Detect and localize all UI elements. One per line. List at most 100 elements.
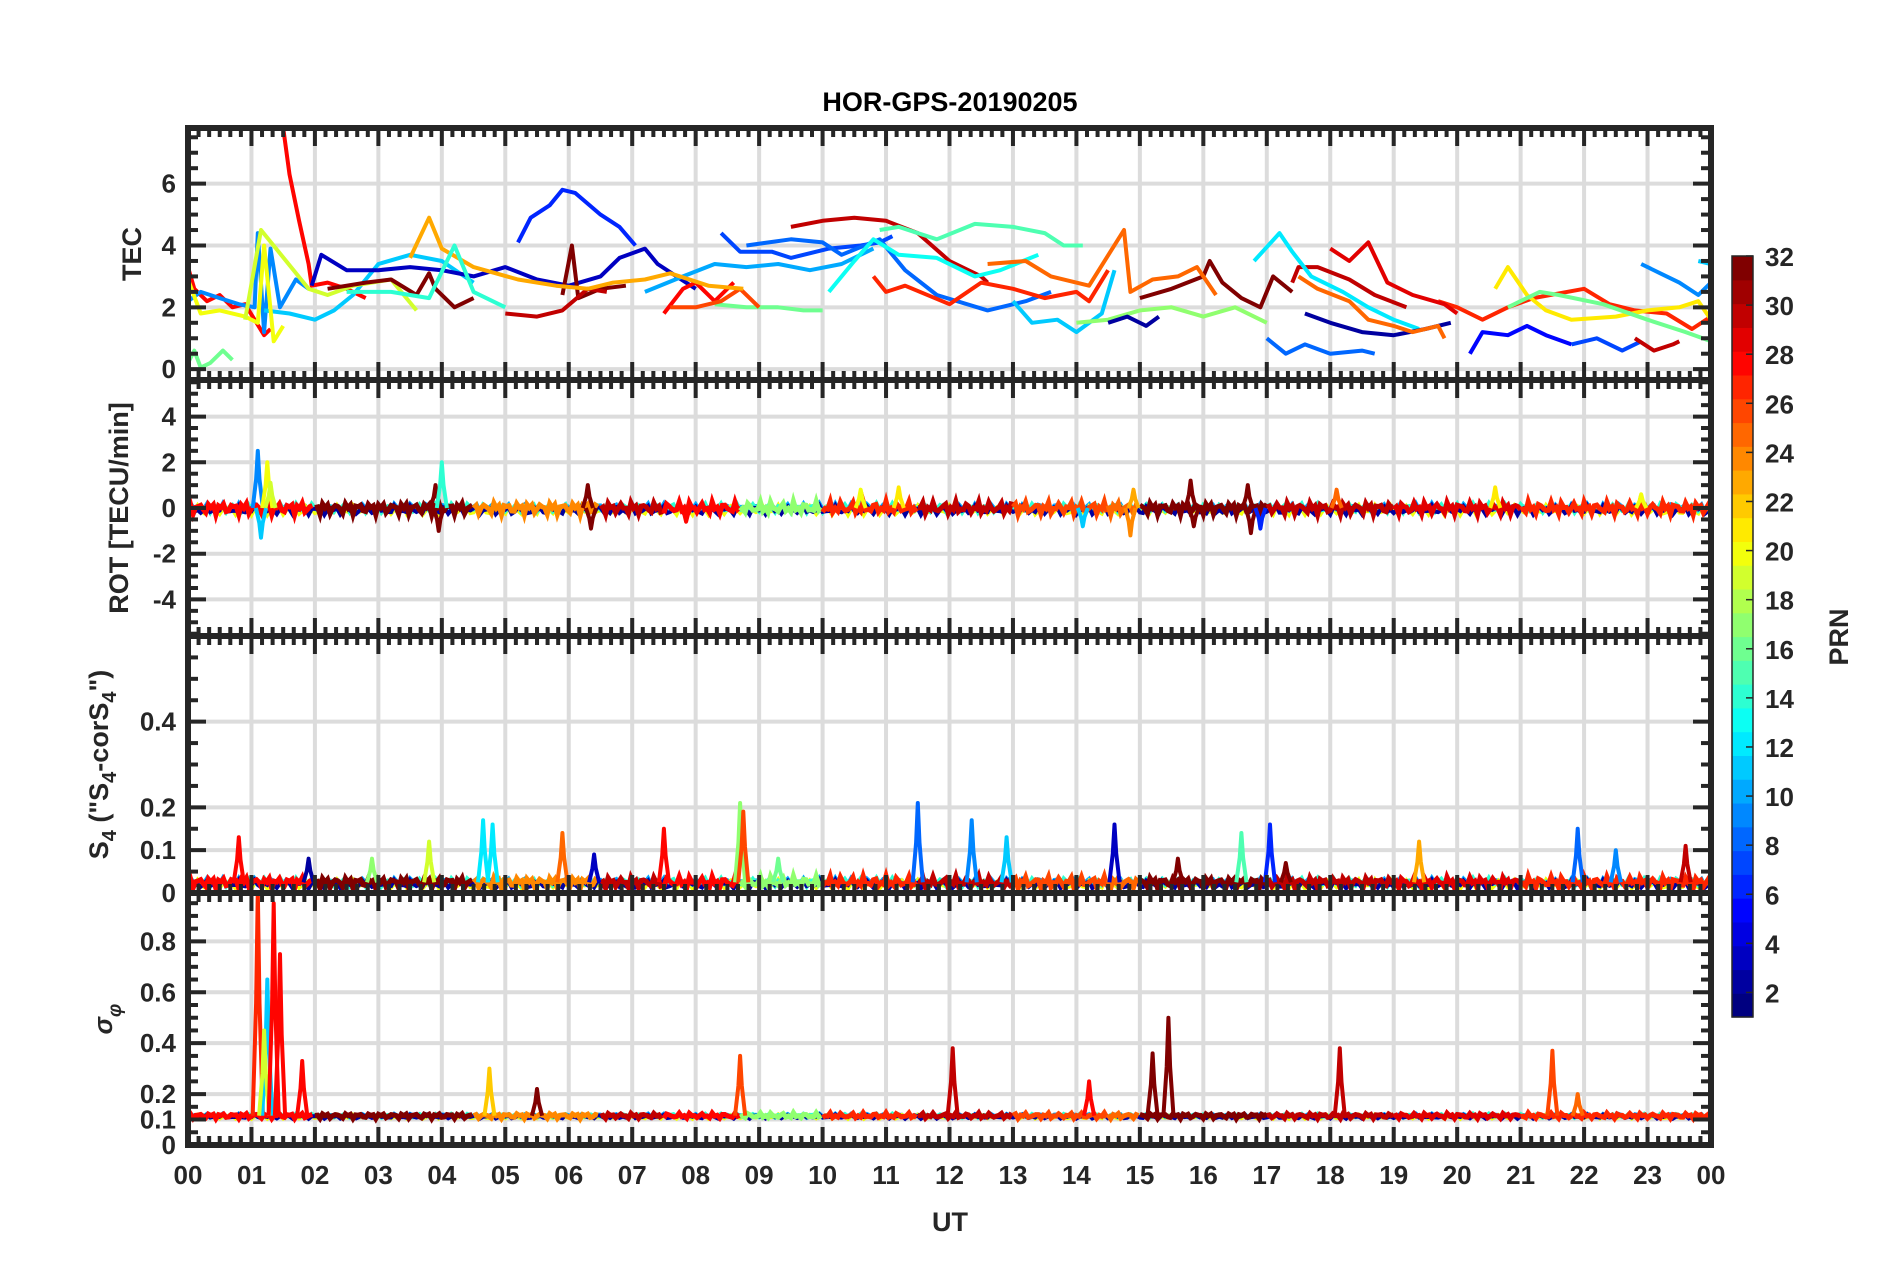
x-tick-label: 02 [300,1160,329,1190]
spike-prn-32 [1240,483,1255,509]
baseline-prn-27 [821,1107,918,1122]
colorbar-tick-label: 28 [1765,340,1794,370]
sigma-symbol: σ [88,1015,118,1034]
baseline-prn-27 [820,866,919,893]
spike-prn-6 [1253,507,1268,531]
spike-prn-19 [422,839,437,883]
colorbar-swatch [1732,898,1753,923]
baseline-prn-24 [472,1109,599,1124]
colorbar-frame [1731,255,1754,1018]
colorbar-swatch [1732,731,1753,757]
colorbar-swatch [1732,517,1753,542]
x-tick-label: 13 [998,1160,1027,1190]
x-tick-label: 16 [1189,1160,1218,1190]
y-axis-label: TEC [117,227,147,281]
y-tick-label: 0 [162,1130,176,1160]
tec-arc-prn-27 [1437,286,1711,331]
spike-prn-32 [1183,478,1198,509]
x-tick-label: 09 [745,1160,774,1190]
tec-arc-prn-9 [188,231,310,335]
tec-arc-prn-16 [714,302,823,313]
y-tick-label: 0.6 [140,977,176,1007]
spike-prn-24 [1123,507,1138,538]
tec-arc-prn-23 [408,215,744,291]
colorbar-tick-label: 22 [1765,487,1794,517]
spike-prn-28 [656,826,671,883]
x-tick-label: 07 [618,1160,647,1190]
spike-prn-9 [964,818,979,883]
y-axis-label: ROT [TECU/min] [104,402,134,613]
baseline-prn-32 [314,1109,473,1124]
spike-prn-8 [1570,826,1585,883]
spike-prn-9 [1608,848,1623,883]
x-tick-label: 04 [427,1160,456,1190]
label-part: ("S [84,783,114,830]
spike-prn-20 [1634,492,1649,509]
spike-prn-23 [1412,839,1427,883]
x-tick-label: 03 [364,1160,393,1190]
spike-prn-32 [584,507,598,531]
spike-prn-14 [434,460,449,509]
spike-prn-11 [999,835,1014,883]
baseline-prn-27 [1520,867,1711,893]
colorbar-swatch [1732,327,1753,352]
tec-arc-prn-14 [346,243,507,310]
colorbar-swatch [1732,707,1753,733]
baseline-prn-17 [738,491,824,520]
x-tick-labels: 00 01 02 03 04 05 06 07 08 09 10 11 12 13 14 15 16 17 18 19… [174,1160,1726,1190]
axes-frame [185,890,1714,1148]
spike-prn-32 [1186,507,1201,529]
tec-arc-prn-8 [1265,336,1376,356]
spike-prn-21 [1488,485,1503,509]
colorbar-swatch [1732,684,1753,709]
spike-prn-32 [580,483,595,509]
colorbar-swatch [1732,755,1753,780]
colorbar-tick-label: 30 [1765,291,1794,321]
baseline-prn-32 [1139,1109,1269,1124]
baseline-prn-29 [1392,494,1523,524]
baseline-prn-26 [1011,1108,1110,1124]
colorbar-swatch [1732,779,1753,804]
y-tick-label: 4 [162,402,177,432]
tec-arc-prn-13 [827,237,1040,294]
baseline-prn-30 [1266,1109,1395,1124]
y-tick-label: 0.2 [140,1079,176,1109]
y-axis-label: σφ [88,1004,126,1035]
spike-prn-21 [891,485,906,509]
panel-tec: 0 2 4 6 TEC [117,125,1714,384]
baseline-prn-25 [1105,871,1141,893]
baseline-prn-28 [661,1108,741,1123]
baseline-prn-28 [661,492,742,522]
colorbar-swatch [1732,993,1753,1018]
baseline-prn-28 [188,1109,313,1124]
x-tick-label: 06 [554,1160,583,1190]
spike-prn-32 [529,1087,545,1117]
spike-prn-19 [257,1028,272,1116]
colorbar-swatch [1732,636,1753,661]
y-tick-label: 6 [162,169,176,199]
colorbar-swatch [1732,921,1753,947]
tec-arc-prn-11 [1011,269,1117,335]
label-part: -corS [84,703,114,772]
tec-arc-prn-2 [1304,311,1452,338]
spike-prn-32 [1243,507,1258,536]
colorbar-swatch [1732,279,1753,305]
colorbar-swatch [1732,802,1753,828]
x-tick-label: 15 [1125,1160,1154,1190]
x-tick-label: 00 [1697,1160,1726,1190]
colorbar-swatch [1732,874,1753,899]
baseline-prn-30 [917,1108,1014,1123]
baseline-prn-29 [1392,1108,1522,1124]
colorbar-tick-label: 16 [1765,635,1794,665]
tec-arc-prn-3 [309,246,697,291]
tec-arc-prn-11 [263,252,475,322]
spike-prn-12 [476,818,491,883]
y-tick-label: 2 [162,292,176,322]
x-tick-label: 08 [681,1160,710,1190]
tec-arc-prn-30 [1633,336,1681,353]
baseline-prn-26 [1011,867,1110,893]
chart-title: HOR-GPS-20190205 [822,87,1077,117]
tec-arc-prn-30 [505,286,608,319]
